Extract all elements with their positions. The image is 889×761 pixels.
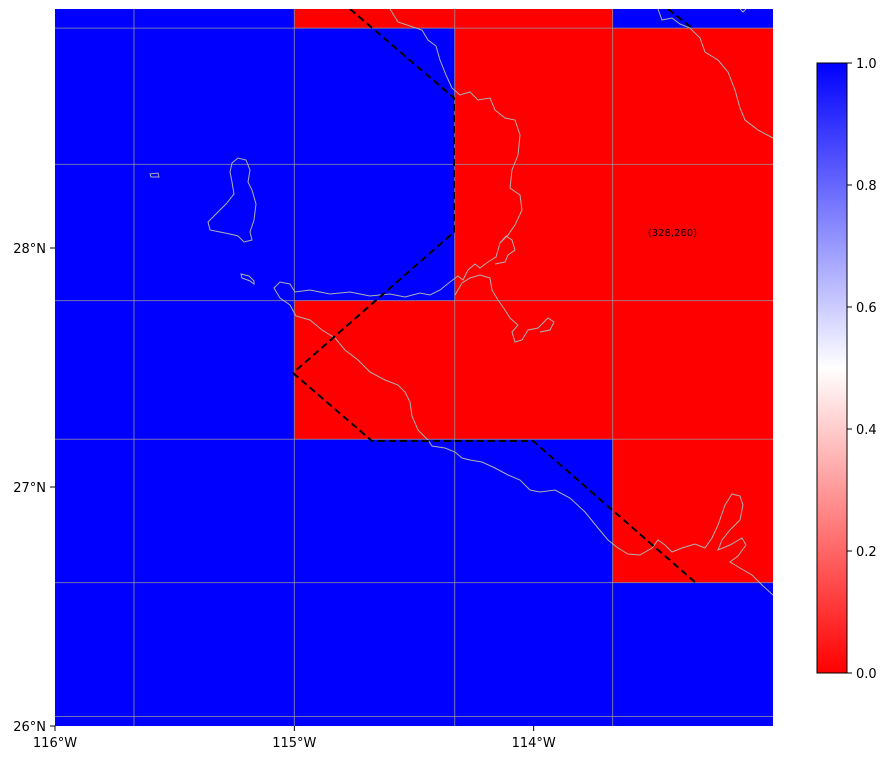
cell-index-annotation: (328,260) (648, 228, 697, 239)
colorbar-tick-label: 0.8 (856, 179, 877, 194)
gridlines (55, 9, 773, 726)
latitude-axis: 26°N 27°N 28°N (13, 242, 55, 735)
x-tick-label: 116°W (33, 736, 77, 751)
colorbar-ticks: 0.0 0.2 0.4 0.6 0.8 1.0 (847, 57, 877, 682)
colorbar-tick-label: 1.0 (856, 57, 877, 72)
boundary-dashed-segment-corner (667, 9, 693, 29)
boundary-dashed-segment-upper (292, 9, 455, 374)
colorbar-tick-label: 0.0 (856, 667, 877, 682)
colorbar-tick-label: 0.4 (856, 423, 877, 438)
coastline-bay-inner (494, 235, 516, 265)
coastline (149, 9, 773, 596)
y-tick-label: 26°N (13, 720, 46, 735)
map-plot-area: (328,260) (55, 9, 773, 726)
coastline-bay-shore (454, 274, 555, 343)
coastline-gulf-upper (657, 9, 773, 139)
colorbar-tick-label: 0.2 (856, 545, 877, 560)
coastline-top-spur (739, 9, 747, 13)
coastline-island-large (207, 157, 257, 243)
grid-cell (612, 300, 773, 583)
x-tick-label: 114°W (512, 736, 556, 751)
coastline-island-small (149, 172, 160, 178)
x-tick-label: 115°W (272, 736, 316, 751)
grid-cell (294, 300, 613, 440)
y-tick-label: 27°N (13, 481, 46, 496)
grid-cell (294, 9, 613, 29)
coastline-mainland (273, 9, 773, 596)
colorbar-gradient (816, 62, 848, 674)
y-tick-label: 28°N (13, 242, 46, 257)
colorbar: 0.0 0.2 0.4 0.6 0.8 1.0 (816, 57, 877, 682)
longitude-axis: 116°W 115°W 114°W (33, 726, 556, 751)
coastline-island-tiny (240, 273, 255, 285)
colorbar-tick-label: 0.6 (856, 301, 877, 316)
region-boundary (292, 9, 697, 584)
